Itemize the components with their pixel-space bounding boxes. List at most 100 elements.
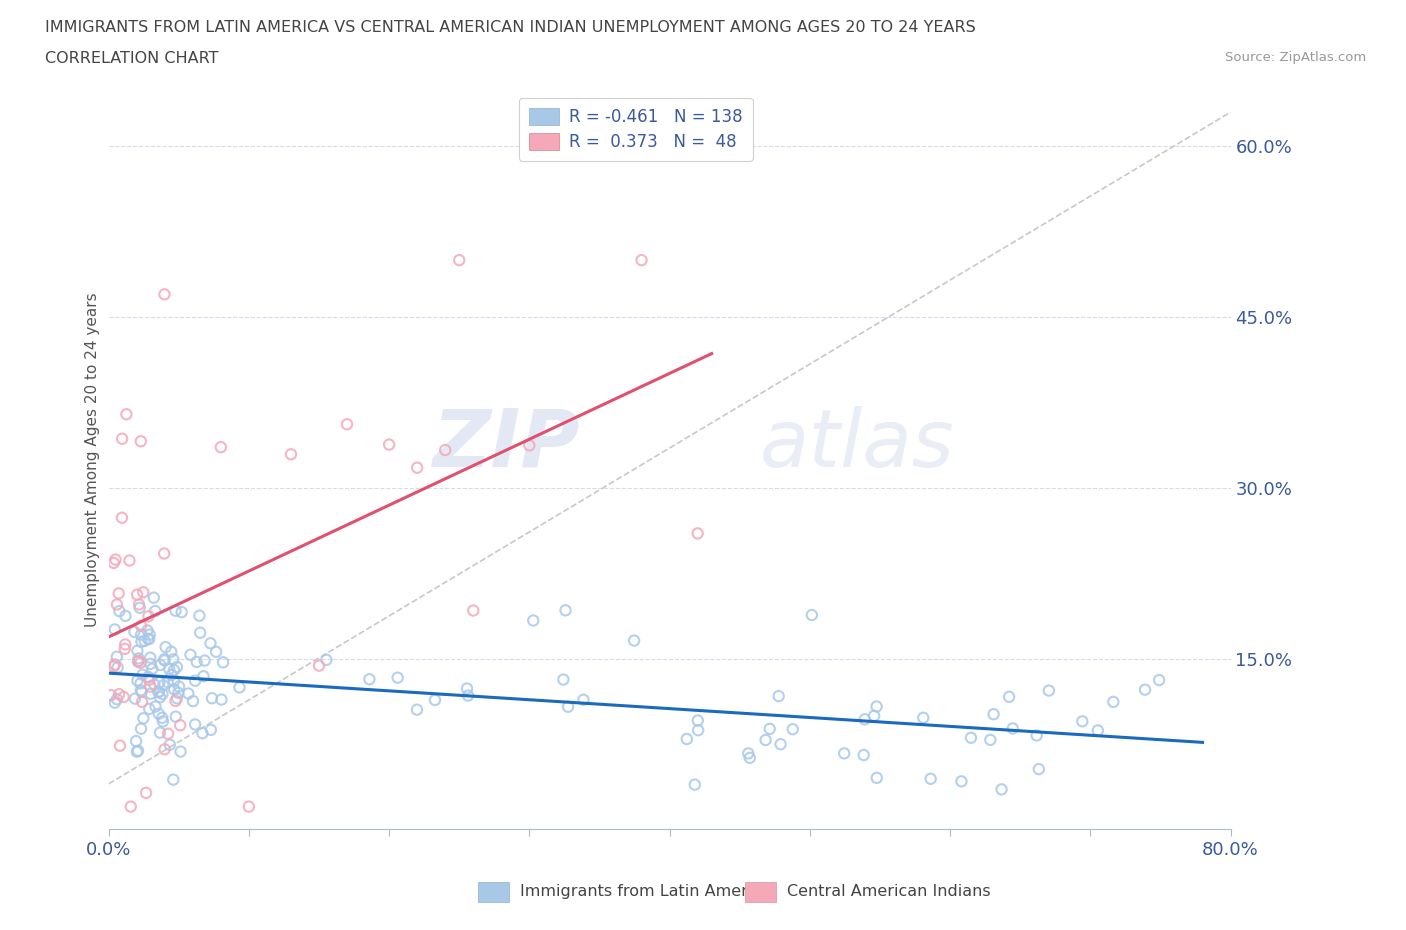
Point [108, 686, 131, 701]
Point [782, 722, 804, 737]
Point [852, 748, 875, 763]
Point [104, 552, 127, 567]
Point [1102, 695, 1125, 710]
Point [184, 717, 207, 732]
Point [103, 555, 125, 570]
Point [228, 680, 250, 695]
Point [129, 618, 152, 633]
Point [769, 737, 792, 751]
Point [148, 675, 170, 690]
Point [758, 722, 780, 737]
Point [148, 684, 170, 699]
Point [211, 692, 233, 707]
Point [308, 658, 330, 673]
Point [153, 546, 176, 561]
Point [114, 637, 136, 652]
Point [127, 655, 149, 670]
Point [139, 686, 162, 701]
Point [153, 742, 176, 757]
Point [212, 655, 235, 670]
Point [138, 701, 160, 716]
Point [128, 601, 150, 616]
Point [162, 772, 184, 787]
Point [280, 446, 302, 461]
Point [979, 733, 1001, 748]
Point [768, 689, 790, 704]
Point [1001, 721, 1024, 736]
Point [127, 587, 149, 602]
Point [105, 692, 128, 707]
Point [163, 674, 186, 689]
Point [114, 642, 136, 657]
Point [127, 743, 149, 758]
Point [108, 604, 131, 618]
Point [457, 688, 479, 703]
Point [104, 696, 127, 711]
Point [129, 676, 152, 691]
Point [623, 633, 645, 648]
Point [111, 511, 134, 525]
Point [169, 718, 191, 733]
Point [675, 732, 697, 747]
Point [104, 658, 127, 672]
Point [152, 714, 174, 729]
Point [153, 652, 176, 667]
Point [1025, 728, 1047, 743]
Point [983, 707, 1005, 722]
Point [1038, 684, 1060, 698]
Point [129, 627, 152, 642]
Point [998, 689, 1021, 704]
Point [166, 691, 188, 706]
Point [139, 679, 162, 694]
Point [132, 585, 155, 600]
Point [149, 725, 172, 740]
Point [150, 711, 173, 725]
Point [166, 659, 188, 674]
Point [139, 650, 162, 665]
Point [127, 651, 149, 666]
Point [118, 553, 141, 568]
Point [129, 656, 152, 671]
Point [866, 770, 889, 785]
Point [522, 613, 544, 628]
Point [124, 691, 146, 706]
Point [160, 644, 183, 659]
Y-axis label: Unemployment Among Ages 20 to 24 years: Unemployment Among Ages 20 to 24 years [86, 292, 100, 627]
Point [170, 604, 193, 619]
Point [863, 709, 886, 724]
Point [434, 443, 457, 458]
Point [572, 692, 595, 707]
Point [800, 607, 823, 622]
Point [145, 699, 167, 714]
Point [104, 622, 127, 637]
Point [108, 738, 131, 753]
Point [136, 670, 159, 684]
Point [456, 681, 478, 696]
Point [853, 711, 876, 726]
Point [336, 417, 359, 432]
Point [1028, 762, 1050, 777]
Point [449, 253, 471, 268]
Point [127, 673, 149, 688]
Text: Central American Indians: Central American Indians [787, 884, 991, 899]
Point [990, 782, 1012, 797]
Point [157, 661, 180, 676]
Point [406, 460, 429, 475]
Point [163, 682, 186, 697]
Point [960, 730, 983, 745]
Text: Immigrants from Latin America: Immigrants from Latin America [520, 884, 772, 899]
Point [127, 644, 149, 658]
Point [129, 433, 152, 448]
Point [167, 685, 190, 700]
Point [124, 624, 146, 639]
Point [865, 699, 887, 714]
Point [205, 644, 228, 659]
Point [201, 691, 224, 706]
Point [131, 684, 153, 699]
Point [423, 693, 446, 708]
Point [141, 661, 163, 676]
Point [209, 440, 232, 455]
Point [553, 672, 575, 687]
Point [186, 655, 208, 670]
Point [128, 597, 150, 612]
